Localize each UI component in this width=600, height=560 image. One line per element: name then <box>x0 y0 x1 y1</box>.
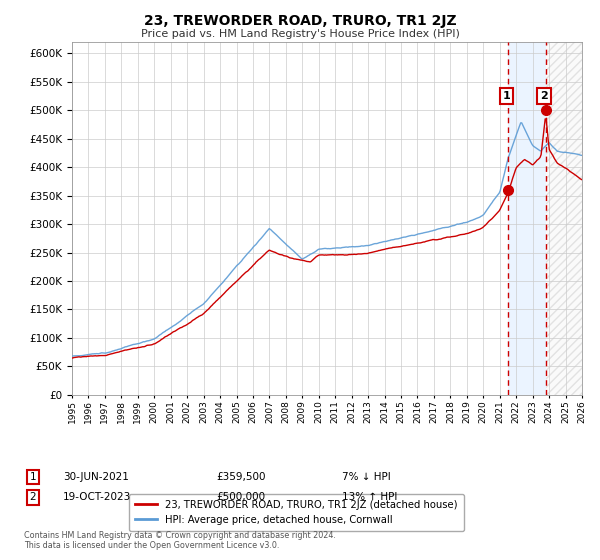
Text: 2: 2 <box>29 492 37 502</box>
Text: Price paid vs. HM Land Registry's House Price Index (HPI): Price paid vs. HM Land Registry's House … <box>140 29 460 39</box>
Text: 1: 1 <box>29 472 37 482</box>
Text: £359,500: £359,500 <box>216 472 265 482</box>
Legend: 23, TREWORDER ROAD, TRURO, TR1 2JZ (detached house), HPI: Average price, detache: 23, TREWORDER ROAD, TRURO, TR1 2JZ (deta… <box>129 494 464 531</box>
Text: 23, TREWORDER ROAD, TRURO, TR1 2JZ: 23, TREWORDER ROAD, TRURO, TR1 2JZ <box>143 14 457 28</box>
Text: 1: 1 <box>502 91 510 101</box>
Text: Contains HM Land Registry data © Crown copyright and database right 2024.
This d: Contains HM Land Registry data © Crown c… <box>24 530 336 550</box>
Text: 2: 2 <box>540 91 548 101</box>
Bar <box>545 42 590 395</box>
Text: 7% ↓ HPI: 7% ↓ HPI <box>342 472 391 482</box>
Text: £500,000: £500,000 <box>216 492 265 502</box>
Text: 30-JUN-2021: 30-JUN-2021 <box>63 472 129 482</box>
Text: 19-OCT-2023: 19-OCT-2023 <box>63 492 131 502</box>
Bar <box>545 42 590 395</box>
Bar <box>508 42 545 395</box>
Text: 13% ↑ HPI: 13% ↑ HPI <box>342 492 397 502</box>
